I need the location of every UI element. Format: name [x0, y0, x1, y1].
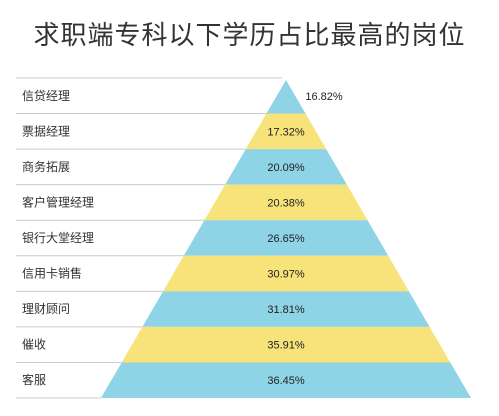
value-label: 35.91% — [267, 340, 305, 352]
pyramid-band — [245, 113, 327, 150]
value-label: 16.82% — [305, 91, 343, 103]
pyramid-band — [183, 220, 389, 256]
value-label: 20.38% — [267, 197, 305, 209]
value-label: 17.32% — [267, 126, 305, 138]
category-label: 理财顾问 — [22, 302, 70, 316]
category-label: 催收 — [22, 338, 46, 352]
pyramid-band — [204, 184, 368, 221]
category-label: 银行大堂经理 — [22, 231, 94, 245]
pyramid-band — [163, 255, 409, 292]
category-label: 商务拓展 — [22, 159, 70, 174]
category-label: 信贷经理 — [22, 89, 70, 103]
value-label: 26.65% — [267, 233, 305, 245]
pyramid-band — [101, 362, 471, 398]
chart-title-bar: 求职端专科以下学历占比最高的岗位 — [0, 0, 499, 66]
value-label: 20.09% — [267, 162, 305, 174]
category-label: 客户管理经理 — [22, 194, 94, 209]
pyramid-band — [266, 80, 306, 114]
pyramid-band — [142, 291, 430, 327]
category-label: 客服 — [22, 372, 46, 387]
pyramid-band — [121, 326, 451, 363]
pyramid-band — [225, 149, 347, 185]
chart-title: 求职端专科以下学历占比最高的岗位 — [33, 20, 466, 51]
category-label: 信用卡销售 — [22, 266, 82, 281]
value-label: 31.81% — [267, 304, 305, 316]
category-label: 票据经理 — [22, 124, 70, 138]
value-label: 30.97% — [267, 269, 305, 281]
value-label: 36.45% — [267, 375, 305, 387]
